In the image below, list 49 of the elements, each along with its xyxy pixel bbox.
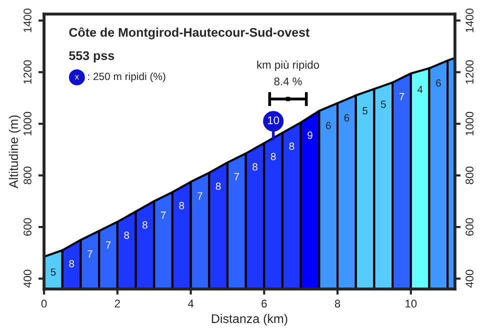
annotation: x	[74, 75, 79, 80]
y-tick-label: 1200	[24, 60, 32, 84]
annotation: 8	[142, 221, 148, 229]
y-tick-label: 400	[24, 270, 32, 288]
annotation: 6	[326, 122, 331, 130]
y2-tick-label: 800	[466, 166, 474, 184]
y-tick-label: 1000	[24, 112, 32, 136]
y2-tick-label: 1400	[466, 8, 474, 32]
annotation: 7	[160, 212, 166, 219]
annotation: : 250 m ripidi (%)	[88, 72, 166, 82]
y-tick-label: 800	[24, 166, 32, 184]
y2-tick-label: 400	[466, 270, 474, 288]
text: 553 pss	[69, 51, 114, 63]
annotation: 8	[179, 202, 184, 210]
annotation: km più ripido	[257, 60, 320, 71]
annotation: 7	[106, 241, 111, 249]
y2-tick-label: 1200	[466, 60, 474, 84]
annotation: 6	[436, 79, 441, 87]
text: Côte de Montgirod-Hautecour-Sud-ovest	[69, 27, 310, 40]
x-tick-label: 8	[334, 300, 340, 308]
annotation: 4	[417, 86, 423, 94]
annotation: 9	[308, 132, 312, 139]
x-tick-label: 6	[262, 300, 267, 308]
x-tick-label: 4	[188, 300, 194, 308]
annotation: 7	[198, 192, 202, 200]
y2-tick-label: 600	[466, 218, 474, 236]
annotation: 8	[216, 182, 221, 190]
annotation: 8	[270, 152, 276, 160]
annotation: 7	[234, 172, 240, 180]
x-tick-label: 2	[114, 300, 120, 308]
annotation: 8	[69, 260, 74, 268]
annotation: 7	[88, 250, 92, 258]
annotation: 8.4 %	[274, 77, 302, 86]
y2-tick-label: 1000	[466, 112, 474, 136]
y-axis-title: Altitudine (m)	[8, 115, 20, 188]
annotation: 8	[124, 232, 130, 239]
annotation: 7	[399, 92, 404, 100]
annotation: 5	[50, 268, 56, 276]
y-tick-label: 1400	[24, 8, 32, 32]
x-tick-label: 0	[41, 300, 47, 308]
annotation: 5	[380, 100, 386, 108]
x-tick-label: 10	[406, 300, 417, 308]
annotation: 5	[362, 107, 368, 114]
x-axis-title: Distanza (km)	[212, 314, 288, 326]
annotation: 10	[268, 116, 280, 124]
annotation: 8	[289, 142, 294, 150]
y-tick-label: 600	[24, 218, 32, 236]
annotation: 8	[252, 163, 258, 171]
annotation: 6	[344, 114, 350, 122]
